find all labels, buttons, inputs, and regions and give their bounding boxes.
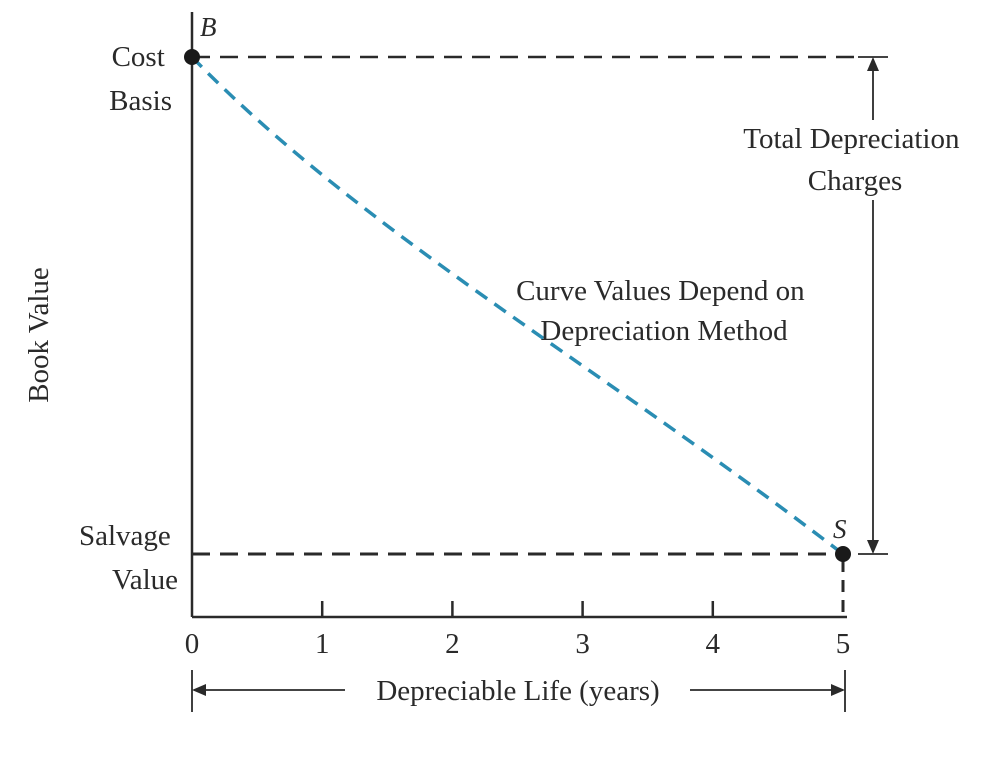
x-tick-label-4: 4 bbox=[706, 628, 721, 660]
x-tick-label-3: 3 bbox=[575, 628, 590, 660]
x-ticks: 0 1 2 3 4 5 bbox=[185, 601, 851, 660]
point-b bbox=[184, 49, 200, 65]
x-tick-label-2: 2 bbox=[445, 628, 460, 660]
x-tick-label-0: 0 bbox=[185, 628, 200, 660]
total-depreciation-label: Total Depreciation Charges bbox=[743, 123, 966, 197]
cost-basis-label: Cost Basis bbox=[109, 41, 172, 117]
point-s-label: S bbox=[833, 514, 847, 544]
life-arrow-left-icon bbox=[192, 684, 206, 696]
total-arrow-down-icon bbox=[867, 540, 879, 554]
point-b-label: B bbox=[200, 12, 217, 42]
y-axis-title: Book Value bbox=[23, 267, 55, 403]
life-arrow-right-icon bbox=[831, 684, 845, 696]
curve-annotation: Curve Values Depend on Depreciation Meth… bbox=[516, 275, 812, 347]
book-value-curve bbox=[190, 55, 845, 556]
x-tick-label-1: 1 bbox=[315, 628, 330, 660]
salvage-value-label: Salvage Value bbox=[79, 520, 178, 596]
point-s bbox=[835, 546, 851, 562]
total-arrow-up-icon bbox=[867, 57, 879, 71]
x-axis-title: Depreciable Life (years) bbox=[376, 675, 659, 707]
x-tick-label-5: 5 bbox=[836, 628, 851, 660]
